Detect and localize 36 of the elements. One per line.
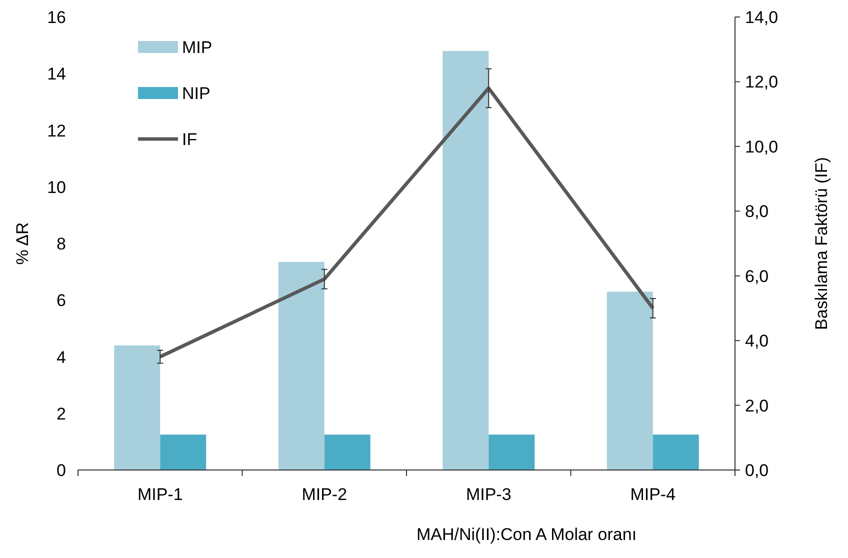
bar	[278, 262, 324, 470]
x-axis-title: MAH/Ni(II):Con A Molar oranı	[416, 525, 637, 544]
y2-tick-label: 12,0	[745, 72, 778, 92]
x-tick-label: MIP-1	[137, 485, 183, 504]
bar	[114, 345, 160, 470]
y-tick-label: 14	[47, 64, 66, 84]
legend-label: IF	[182, 130, 198, 149]
bar	[606, 292, 653, 470]
y2-tick-label: 14,0	[745, 8, 778, 27]
legend-label: MIP	[182, 38, 212, 57]
y2-tick-label: 10,0	[745, 137, 778, 156]
y2-tick-label: 4,0	[745, 332, 769, 351]
bar	[652, 434, 699, 470]
x-tick-label: MIP-3	[466, 485, 512, 504]
bar	[160, 434, 206, 470]
line-series	[158, 86, 655, 358]
y2-tick-label: 2,0	[745, 396, 769, 416]
y-tick-label: 0	[56, 461, 66, 480]
y-tick-label: 8	[56, 234, 66, 254]
y2-tick-label: 8,0	[745, 202, 769, 222]
y-tick-label: 12	[47, 121, 66, 140]
y-tick-label: 6	[56, 291, 66, 310]
x-tick-label: MIP-2	[302, 485, 348, 504]
y-tick-label: 4	[56, 348, 66, 367]
y-tick-label: 10	[47, 178, 66, 197]
x-tick-label: MIP-4	[630, 485, 676, 504]
y-axis-title: % ΔR	[13, 222, 32, 265]
y2-tick-label: 0,0	[745, 461, 769, 480]
bar	[442, 50, 489, 470]
y2-tick-label: 6,0	[745, 266, 769, 286]
y-tick-label: 16	[47, 8, 66, 27]
bar	[488, 434, 535, 470]
y-tick-label: 2	[56, 404, 66, 424]
legend-label: NIP	[182, 84, 210, 103]
bar	[324, 434, 370, 470]
y2-axis-title: Baskılama Faktörü (IF)	[812, 157, 831, 330]
